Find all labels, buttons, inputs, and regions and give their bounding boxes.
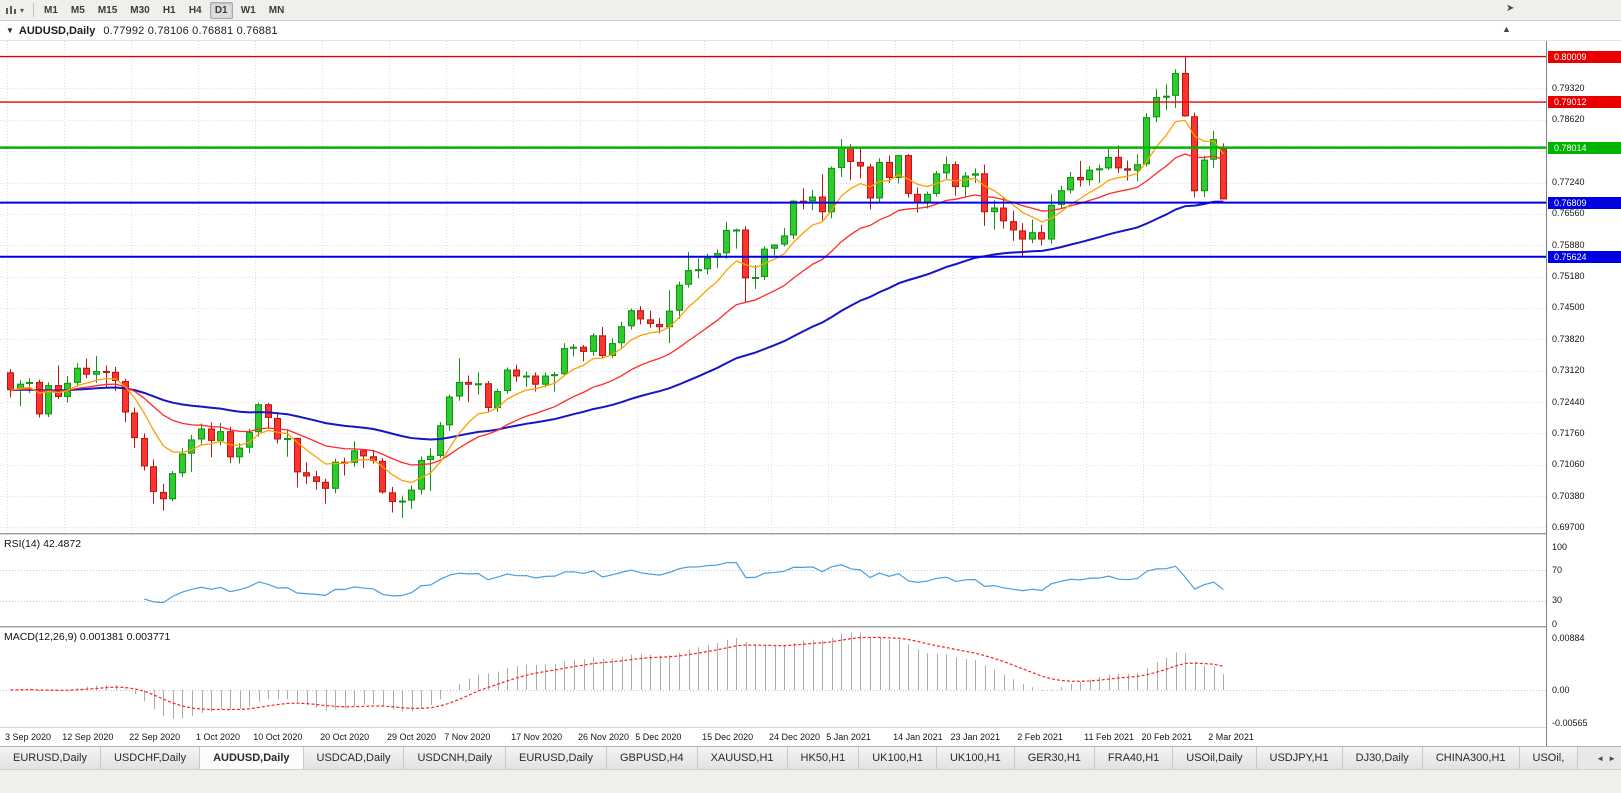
rsi-tick-label: 0: [1552, 618, 1558, 629]
status-bar: [0, 769, 1621, 793]
date-tick-label: 2 Mar 2021: [1208, 732, 1254, 742]
rsi-tick-label: 70: [1552, 564, 1563, 575]
price-tick-label: 0.71760: [1552, 427, 1585, 438]
price-tick-label: 0.77240: [1552, 177, 1585, 188]
date-tick-label: 22 Sep 2020: [129, 732, 181, 742]
timeframe-button-m1[interactable]: M1: [44, 4, 58, 16]
main-price-chart[interactable]: [0, 41, 1546, 533]
price-tick-label: 0.74500: [1552, 302, 1585, 313]
price-level-tag[interactable]: 0.80009: [1548, 50, 1621, 63]
price-tick-label: 0.69700: [1552, 521, 1585, 532]
date-tick-label: 2 Feb 2021: [1017, 732, 1063, 742]
price-tick-label: 0.78620: [1552, 114, 1585, 125]
panel-resize-handle[interactable]: [0, 626, 1621, 628]
chart-tab[interactable]: AUDUSD,Daily: [200, 747, 304, 769]
date-tick-label: 23 Jan 2021: [950, 732, 1000, 742]
timeframe-button-m5[interactable]: M5: [70, 4, 85, 16]
chart-tab[interactable]: CHINA300,H1: [1422, 747, 1520, 769]
chart-tab[interactable]: GER30,H1: [1014, 747, 1095, 769]
panel-resize-handle[interactable]: [0, 533, 1621, 535]
chart-tab[interactable]: USDCNH,Daily: [404, 747, 507, 769]
chart-titlebar: ▼ AUDUSD,Daily 0.77992 0.78106 0.76881 0…: [0, 21, 1621, 41]
chart-tab[interactable]: EURUSD,Daily: [506, 747, 607, 769]
price-tick-label: 0.76560: [1552, 208, 1585, 219]
price-tick-label: 0.75180: [1552, 271, 1585, 282]
chart-type-icon[interactable]: [5, 4, 19, 16]
timeframe-button-h4[interactable]: H4: [188, 4, 202, 16]
date-tick-label: 12 Sep 2020: [62, 732, 114, 742]
macd-tick-label: 0.00: [1552, 684, 1570, 695]
price-level-tag[interactable]: 0.78014: [1548, 141, 1621, 154]
chart-symbol-title: AUDUSD,Daily: [18, 24, 96, 37]
timeframe-button-w1[interactable]: W1: [240, 4, 256, 16]
timeframe-button-m15[interactable]: M15: [97, 4, 118, 16]
timeframe-button-h1[interactable]: H1: [162, 4, 176, 16]
toolbar-separator: [33, 3, 35, 17]
chart-tab[interactable]: USOil,Daily: [1173, 747, 1257, 769]
window-restore-icon[interactable]: ▲: [1502, 24, 1511, 34]
date-tick-label: 26 Nov 2020: [578, 732, 630, 742]
timeframe-buttons: M1 M5 M15 M30 H1 H4 D1 W1 MN: [39, 1, 289, 19]
timeframe-button-d1[interactable]: D1: [209, 1, 233, 19]
chart-tab[interactable]: EURUSD,Daily: [0, 747, 101, 769]
chart-tabs: EURUSD,Daily USDCHF,Daily AUDUSD,Daily USDC…: [0, 747, 1579, 769]
date-tick-label: 5 Jan 2021: [826, 732, 871, 742]
tab-scroll-left-icon[interactable]: ◄: [1596, 754, 1605, 763]
chart-type-dropdown-icon[interactable]: ▾: [20, 5, 25, 15]
chart-tab[interactable]: FRA40,H1: [1094, 747, 1174, 769]
date-tick-label: 24 Dec 2020: [769, 732, 821, 742]
chart-tab[interactable]: USOil,: [1519, 747, 1579, 769]
chart-tab[interactable]: UK100,H1: [936, 747, 1015, 769]
date-tick-label: 14 Jan 2021: [893, 732, 943, 742]
chart-tab[interactable]: XAUUSD,H1: [697, 747, 788, 769]
tab-scroll-right-icon[interactable]: ►: [1608, 754, 1616, 763]
rsi-chart[interactable]: [0, 535, 1546, 626]
date-tick-label: 3 Sep 2020: [5, 732, 52, 742]
chart-tab[interactable]: HK50,H1: [787, 747, 860, 769]
price-tick-label: 0.75880: [1552, 239, 1585, 250]
chart-tab[interactable]: USDCAD,Daily: [303, 747, 405, 769]
date-tick-label: 10 Oct 2020: [253, 732, 303, 742]
date-tick-label: 11 Feb 2021: [1084, 732, 1135, 742]
price-tick-label: 0.72440: [1552, 396, 1585, 407]
price-tick-label: 0.70380: [1552, 490, 1585, 501]
date-tick-label: 17 Nov 2020: [511, 732, 563, 742]
tab-scroll-arrows: ◄ ►: [1593, 747, 1619, 769]
price-tick-label: 0.73820: [1552, 333, 1585, 344]
time-axis[interactable]: 3 Sep 2020 12 Sep 2020 22 Sep 2020 1 Oct 20…: [0, 727, 1546, 746]
chart-menu-arrow-icon[interactable]: ▼: [6, 26, 14, 35]
date-tick-label: 20 Feb 2021: [1141, 732, 1192, 742]
macd-tick-label: -0.00565: [1552, 717, 1588, 728]
chart-ohlc-values: 0.77992 0.78106 0.76881 0.76881: [103, 24, 278, 37]
chart-tabbar: EURUSD,Daily USDCHF,Daily AUDUSD,Daily USDC…: [0, 746, 1621, 769]
timeframe-button-mn[interactable]: MN: [268, 4, 285, 16]
chart-tab[interactable]: USDCHF,Daily: [100, 747, 201, 769]
macd-tick-label: 0.00884: [1552, 632, 1585, 643]
rsi-tick-label: 30: [1552, 595, 1563, 606]
price-level-tag[interactable]: 0.76809: [1548, 196, 1621, 209]
date-tick-label: 15 Dec 2020: [702, 732, 754, 742]
price-level-tag[interactable]: 0.75624: [1548, 250, 1621, 263]
chart-tab[interactable]: DJ30,Daily: [1342, 747, 1423, 769]
price-tick-label: 0.73120: [1552, 365, 1585, 376]
price-axis[interactable]: 0.793200.786200.779400.772400.765600.758…: [1546, 41, 1621, 746]
chart-tab[interactable]: GBPUSD,H4: [607, 747, 698, 769]
date-tick-label: 20 Oct 2020: [320, 732, 370, 742]
chart-tab[interactable]: USDJPY,H1: [1256, 747, 1343, 769]
chart-area: RSI(14) 42.4872 MACD(12,26,9) 0.001381 0…: [0, 41, 1621, 746]
date-tick-label: 7 Nov 2020: [444, 732, 491, 742]
macd-chart[interactable]: [0, 628, 1546, 727]
price-tick-label: 0.79320: [1552, 82, 1585, 93]
timeframe-button-m30[interactable]: M30: [130, 4, 150, 16]
date-tick-label: 1 Oct 2020: [196, 732, 241, 742]
rsi-tick-label: 100: [1552, 541, 1568, 552]
timeframe-toolbar: ▾ M1 M5 M15 M30 H1 H4 D1 W1 MN ➤: [0, 0, 1621, 21]
price-level-tag[interactable]: 0.79012: [1548, 96, 1621, 109]
chart-shift-icon[interactable]: ➤: [1506, 3, 1515, 14]
chart-tab[interactable]: UK100,H1: [859, 747, 937, 769]
date-tick-label: 5 Dec 2020: [635, 732, 682, 742]
price-tick-label: 0.71060: [1552, 459, 1585, 470]
date-tick-label: 29 Oct 2020: [387, 732, 437, 742]
